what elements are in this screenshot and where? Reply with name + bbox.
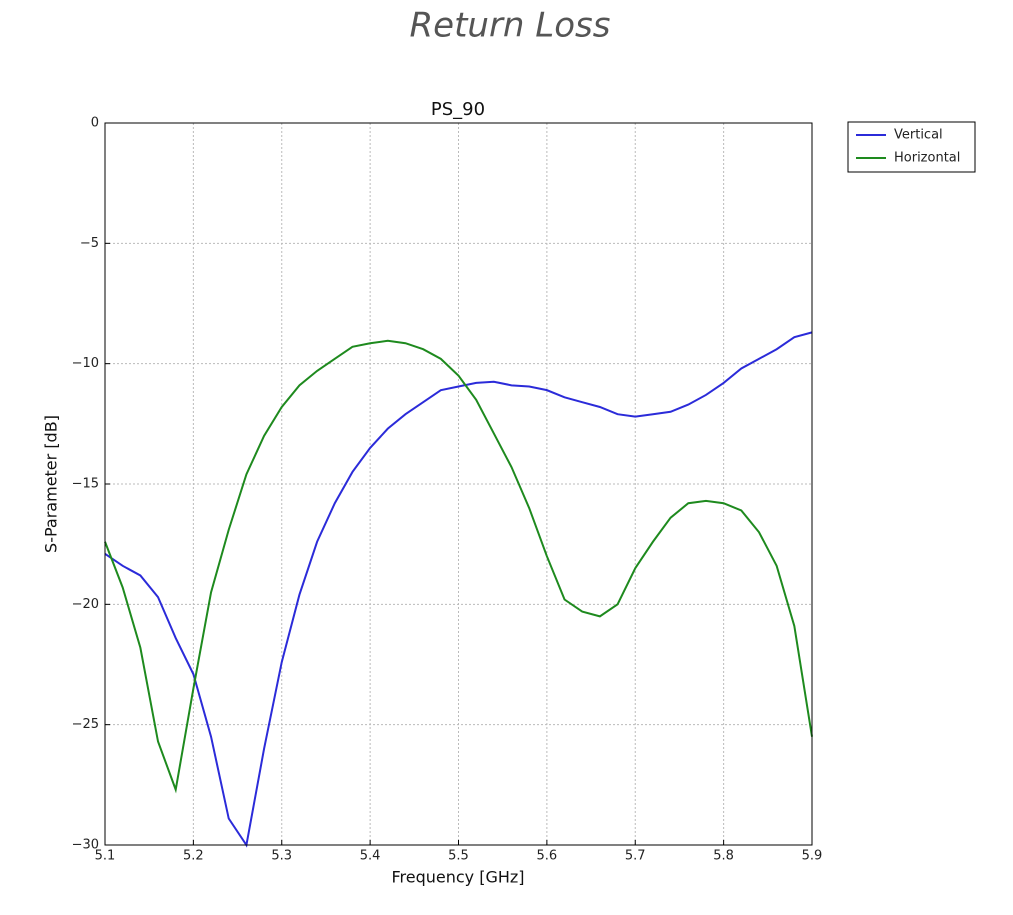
x-tick-label: 5.6 xyxy=(537,849,558,864)
y-tick-label: −5 xyxy=(80,236,99,251)
x-tick-label: 5.5 xyxy=(448,849,469,864)
legend-label: Vertical xyxy=(894,128,943,143)
y-tick-label: −20 xyxy=(72,597,99,612)
series-line xyxy=(104,339,813,794)
x-tick-label: 5.8 xyxy=(713,849,734,864)
x-tick-label: 5.4 xyxy=(360,849,381,864)
y-tick-label: 0 xyxy=(91,116,99,131)
x-tick-label: 5.3 xyxy=(271,849,292,864)
x-tick-label: 5.1 xyxy=(95,849,116,864)
y-tick-label: −15 xyxy=(72,477,99,492)
plot-title: PS_90 xyxy=(431,99,485,120)
x-tick-label: 5.9 xyxy=(802,849,823,864)
y-tick-label: −30 xyxy=(72,838,99,853)
legend-box xyxy=(847,121,976,173)
y-tick-label: −10 xyxy=(72,356,99,371)
y-axis-label: S-Parameter [dB] xyxy=(42,415,61,553)
series-line xyxy=(104,331,813,848)
plot-frame xyxy=(104,122,813,846)
x-axis-label: Frequency [GHz] xyxy=(391,868,524,887)
x-tick-label: 5.7 xyxy=(625,849,646,864)
x-tick-label: 5.2 xyxy=(183,849,204,864)
chart-title: Return Loss xyxy=(410,6,611,46)
legend-label: Horizontal xyxy=(894,151,960,166)
y-tick-label: −25 xyxy=(72,717,99,732)
